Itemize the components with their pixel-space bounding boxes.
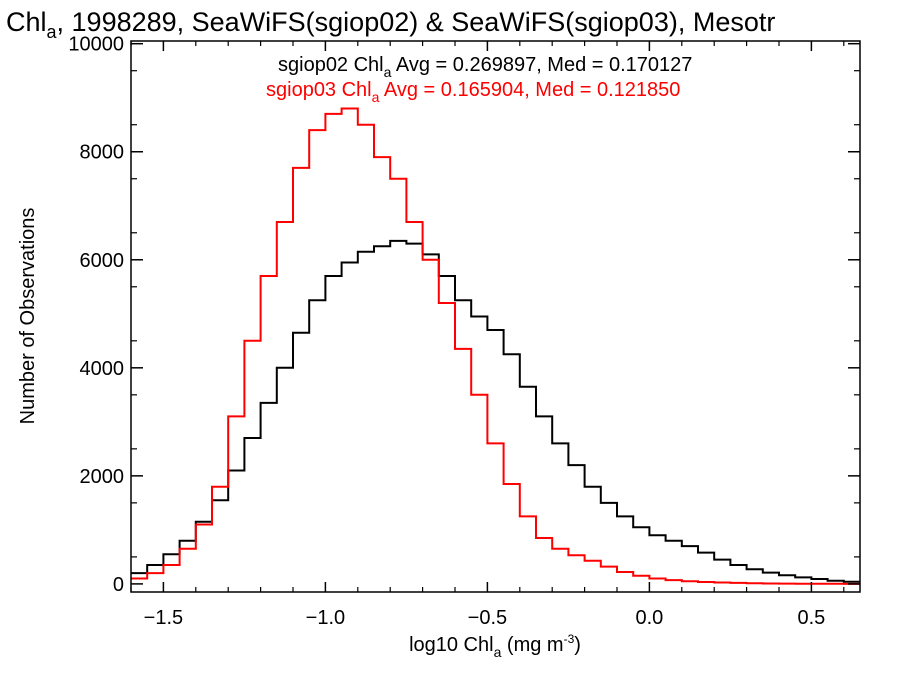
- legend-entry-sgiop03: sgiop03 Chla Avg = 0.165904, Med = 0.121…: [266, 79, 680, 105]
- x-tick-label: 0.5: [797, 607, 825, 629]
- y-tick-label: 8000: [80, 142, 125, 164]
- x-axis: −1.5 −1.0 −0.5 0.0 0.5: [130, 41, 845, 629]
- legend-entry-sgiop02: sgiop02 Chla Avg = 0.269897, Med = 0.170…: [278, 54, 692, 80]
- x-tick-label: −0.5: [468, 607, 507, 629]
- y-axis-label: Number of Observations: [17, 208, 39, 425]
- y-axis: 0 2000 4000 6000 8000 10000: [68, 34, 860, 596]
- y-tick-label: 6000: [80, 250, 125, 272]
- x-tick-label: 0.0: [635, 607, 663, 629]
- series-line-0: [131, 239, 860, 583]
- y-tick-label: 10000: [68, 34, 124, 56]
- y-tick-label: 0: [113, 574, 124, 596]
- x-axis-label: log10 Chla (mg m-3): [409, 632, 581, 660]
- series-line-1: [131, 107, 860, 585]
- chart-title: Chla, 1998289, SeaWiFS(sgiop02) & SeaWiF…: [6, 7, 775, 42]
- plot-frame: [130, 40, 861, 593]
- y-tick-label: 4000: [80, 358, 125, 380]
- y-tick-label: 2000: [80, 466, 125, 488]
- series-layer: [131, 107, 860, 585]
- x-tick-label: −1.5: [144, 607, 183, 629]
- x-tick-label: −1.0: [306, 607, 345, 629]
